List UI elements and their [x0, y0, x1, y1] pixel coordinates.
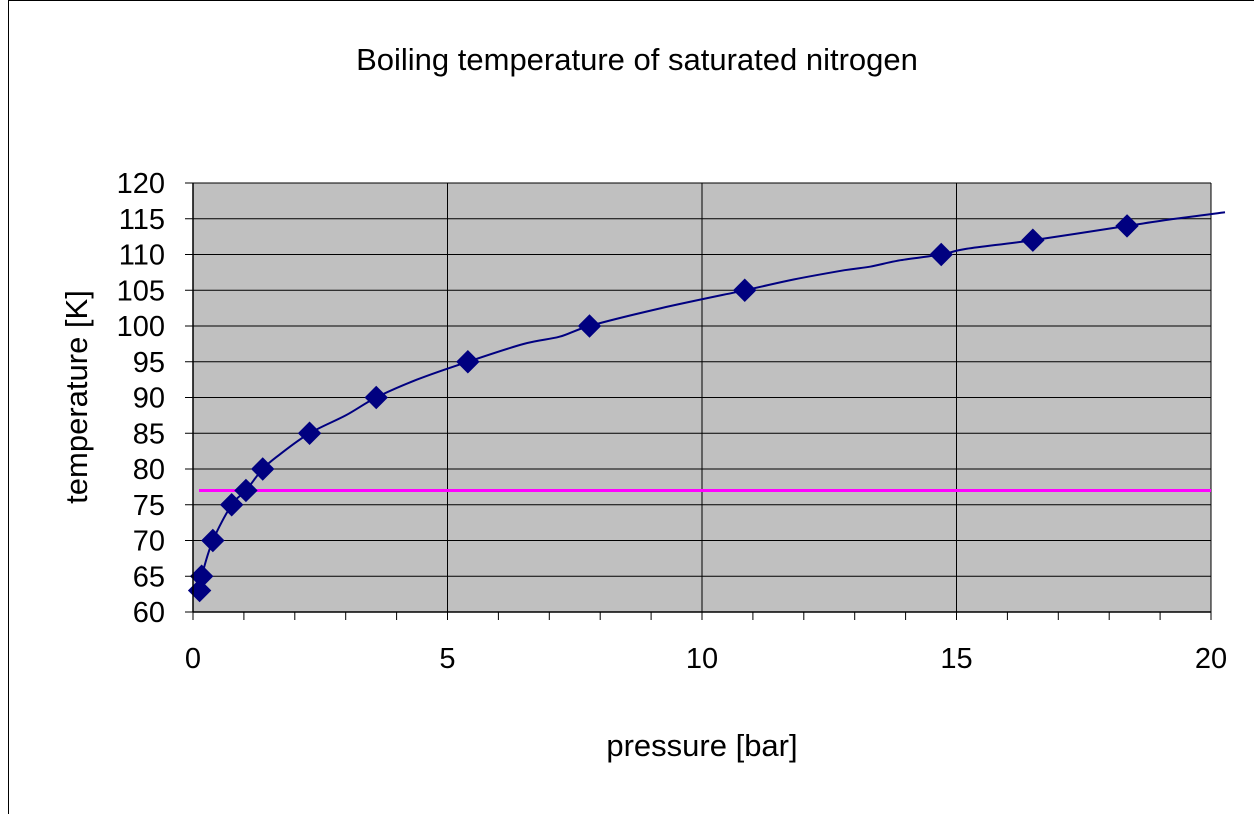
- y-tick-label: 80: [133, 454, 165, 486]
- data-point: [929, 242, 953, 267]
- data-point: [577, 314, 602, 338]
- curve-group: [198, 211, 1226, 591]
- y-tick-label: 110: [119, 240, 165, 272]
- x-tick-labels: 0 5 10 15 20: [185, 643, 1227, 675]
- y-tick-label: 75: [133, 490, 165, 522]
- data-point: [234, 478, 258, 503]
- y-tick-label: 120: [117, 168, 165, 200]
- x-tick-label: 5: [439, 643, 455, 675]
- x-tick-label: 15: [940, 643, 972, 675]
- y-tick-label: 115: [119, 204, 165, 236]
- grid: [193, 182, 1212, 612]
- y-tick-label: 85: [133, 418, 165, 450]
- data-point: [364, 385, 388, 410]
- x-axis-label: pressure [bar]: [606, 728, 797, 763]
- data-point: [1021, 228, 1045, 252]
- y-axis-label: temperature [K]: [59, 290, 94, 504]
- y-tick-label: 95: [133, 347, 165, 379]
- y-tick-label: 100: [117, 311, 165, 343]
- y-tick-label: 70: [133, 526, 165, 558]
- y-tick-label: 65: [133, 561, 165, 593]
- data-markers: [187, 214, 1139, 603]
- data-point: [456, 350, 480, 374]
- data-point: [733, 278, 757, 302]
- x-tick-label: 10: [686, 643, 718, 675]
- data-point: [1115, 214, 1139, 238]
- data-point: [251, 457, 275, 481]
- chart-frame: [8, 0, 1254, 814]
- axes: [185, 182, 1212, 620]
- data-point: [201, 528, 225, 553]
- y-tick-label: 60: [133, 597, 165, 629]
- y-tick-label: 105: [117, 275, 165, 307]
- x-tick-label: 0: [185, 643, 201, 675]
- chart-title: Boiling temperature of saturated nitroge…: [356, 42, 918, 77]
- y-tick-label: 90: [133, 383, 165, 415]
- data-point: [189, 564, 214, 588]
- series-curve: [198, 211, 1226, 591]
- data-point: [219, 493, 244, 517]
- x-tick-label: 20: [1195, 643, 1227, 675]
- data-point: [297, 421, 322, 445]
